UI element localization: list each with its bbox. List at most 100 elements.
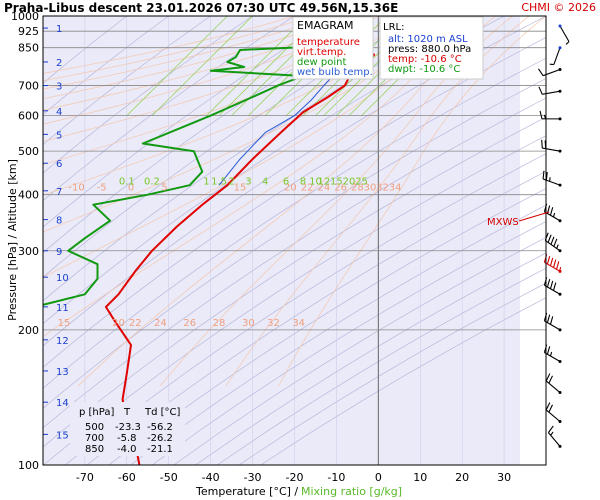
table-cell-td: -21.1 bbox=[147, 444, 173, 455]
mixing-ratio-label: 20 bbox=[343, 177, 356, 188]
mixing-ratio-label: 1.5 bbox=[211, 177, 227, 188]
adiabat-label: 5 bbox=[161, 183, 167, 194]
x-tick-label: -70 bbox=[76, 471, 94, 484]
altitude-tick-label: 10 bbox=[56, 273, 69, 284]
mixing-ratio-label: 0.2 bbox=[144, 177, 160, 188]
y-axis-label: Pressure [hPa] / Altitude [km] bbox=[6, 159, 19, 321]
altitude-tick-label: 14 bbox=[56, 398, 69, 409]
altitude-tick-label: 12 bbox=[56, 336, 69, 347]
adiabat-label: -10 bbox=[68, 183, 84, 194]
y-tick-label: 700 bbox=[18, 80, 39, 93]
altitude-tick-label: 4 bbox=[56, 107, 62, 118]
adiabat-label: 24 bbox=[154, 318, 167, 329]
altitude-tick-label: 15 bbox=[56, 430, 69, 441]
table-cell-p: 850 bbox=[85, 444, 104, 455]
wind-barb-station bbox=[559, 68, 562, 71]
adiabat-label: 20 bbox=[112, 318, 125, 329]
table-cell-t: -4.0 bbox=[117, 444, 137, 455]
legend-wet-bulb: wet bulb temp. bbox=[297, 67, 373, 78]
adiabat-label: 26 bbox=[183, 318, 196, 329]
lrl-box: LRL: alt: 1020 m ASL press: 880.0 hPa te… bbox=[380, 17, 483, 79]
altitude-tick-label: 2 bbox=[56, 58, 62, 69]
wind-barb-station bbox=[559, 117, 562, 120]
wind-barb-station bbox=[559, 249, 562, 252]
table-header-td: Td [°C] bbox=[144, 407, 181, 418]
x-tick-label: -10 bbox=[327, 471, 345, 484]
altitude-tick-label: 9 bbox=[56, 247, 62, 258]
credit-label: CHMI © 2026 bbox=[521, 1, 596, 14]
table-cell-p: 700 bbox=[85, 433, 104, 444]
altitude-tick-label: 5 bbox=[56, 130, 62, 141]
wind-barb-station bbox=[559, 25, 562, 28]
x-tick-label: 30 bbox=[497, 471, 511, 484]
adiabat-label: 32 bbox=[376, 183, 389, 194]
mixing-ratio-label: 2 bbox=[228, 177, 234, 188]
chart-title: Praha-Libus descent 23.01.2026 07:30 UTC… bbox=[4, 1, 398, 15]
y-tick-label: 925 bbox=[18, 25, 39, 38]
x-tick-label: -30 bbox=[244, 471, 262, 484]
wind-barb-station bbox=[559, 445, 562, 448]
table-cell-p: 500 bbox=[85, 422, 104, 433]
wind-barb-station bbox=[559, 90, 562, 93]
wind-barb-station bbox=[559, 184, 562, 187]
adiabat-label: 32 bbox=[267, 318, 280, 329]
adiabat-label: -5 bbox=[97, 183, 107, 194]
wind-barb-feather bbox=[542, 140, 543, 148]
y-tick-label: 100 bbox=[18, 459, 39, 472]
altitude-tick-label: 8 bbox=[56, 216, 62, 227]
x-tick-label: -40 bbox=[202, 471, 220, 484]
x-tick-label: -60 bbox=[118, 471, 136, 484]
mixing-ratio-label: 12 bbox=[317, 177, 330, 188]
wind-barb-station bbox=[559, 391, 562, 394]
x-tick-label: -50 bbox=[160, 471, 178, 484]
y-tick-label: 500 bbox=[18, 145, 39, 158]
table-header-t: T bbox=[123, 407, 131, 418]
altitude-tick-label: 6 bbox=[56, 159, 62, 170]
adiabat-label: 28 bbox=[213, 318, 226, 329]
legend: EMAGRAM temperature virt.temp. dew point… bbox=[293, 17, 373, 79]
adiabat-label: 34 bbox=[389, 183, 402, 194]
mixing-ratio-label: 15 bbox=[330, 177, 343, 188]
x-tick-label: 0 bbox=[375, 471, 382, 484]
mxws-label: MXWS bbox=[487, 217, 519, 228]
wind-barb-station bbox=[559, 328, 562, 331]
y-tick-label: 300 bbox=[18, 245, 39, 258]
adiabat-label: 15 bbox=[58, 318, 71, 329]
x-tick-label: 20 bbox=[455, 471, 469, 484]
table-cell-td: -56.2 bbox=[147, 422, 173, 433]
adiabat-label: 30 bbox=[242, 318, 255, 329]
y-axis-pressure-label: Pressure [hPa] / Altitude [km] bbox=[6, 159, 19, 321]
adiabat-label: 22 bbox=[129, 318, 142, 329]
y-tick-label: 200 bbox=[18, 324, 39, 337]
mixing-ratio-label: 4 bbox=[262, 177, 268, 188]
table-cell-td: -26.2 bbox=[147, 433, 173, 444]
altitude-tick-label: 7 bbox=[56, 187, 62, 198]
lrl-title: LRL: bbox=[383, 22, 404, 33]
legend-title: EMAGRAM bbox=[297, 19, 354, 32]
mixing-ratio-label: 3 bbox=[245, 177, 251, 188]
table-cell-t: -23.3 bbox=[115, 422, 141, 433]
table-cell-t: -5.8 bbox=[117, 433, 137, 444]
data-table: p [hPa] T Td [°C] 500 -23.3 -56.2 700 -5… bbox=[70, 402, 185, 456]
mixing-ratio-label: 8 bbox=[300, 177, 306, 188]
altitude-tick-label: 13 bbox=[56, 367, 69, 378]
altitude-tick-label: 11 bbox=[56, 303, 69, 314]
wind-barb-station bbox=[559, 46, 562, 49]
adiabat-label: 34 bbox=[292, 318, 305, 329]
x-axis-label-mixing: Mixing ratio [g/kg] bbox=[301, 485, 402, 498]
table-header-p: p [hPa] bbox=[79, 407, 114, 418]
mixing-ratio-label: 0.1 bbox=[119, 177, 135, 188]
altitude-tick-label: 1 bbox=[56, 24, 62, 35]
wind-barb-station bbox=[559, 360, 562, 363]
wind-barb-station bbox=[559, 293, 562, 296]
x-axis-label: Temperature [°C] / bbox=[195, 485, 298, 498]
y-tick-label: 400 bbox=[18, 189, 39, 202]
wind-barb-station bbox=[559, 150, 562, 153]
wind-barb-station bbox=[559, 219, 562, 222]
mixing-ratio-label: 6 bbox=[283, 177, 289, 188]
wind-barb-station bbox=[559, 420, 562, 423]
x-tick-label: 10 bbox=[413, 471, 427, 484]
y-tick-label: 850 bbox=[18, 42, 39, 55]
lrl-dewpoint: dwpt: -10.6 °C bbox=[388, 64, 460, 75]
